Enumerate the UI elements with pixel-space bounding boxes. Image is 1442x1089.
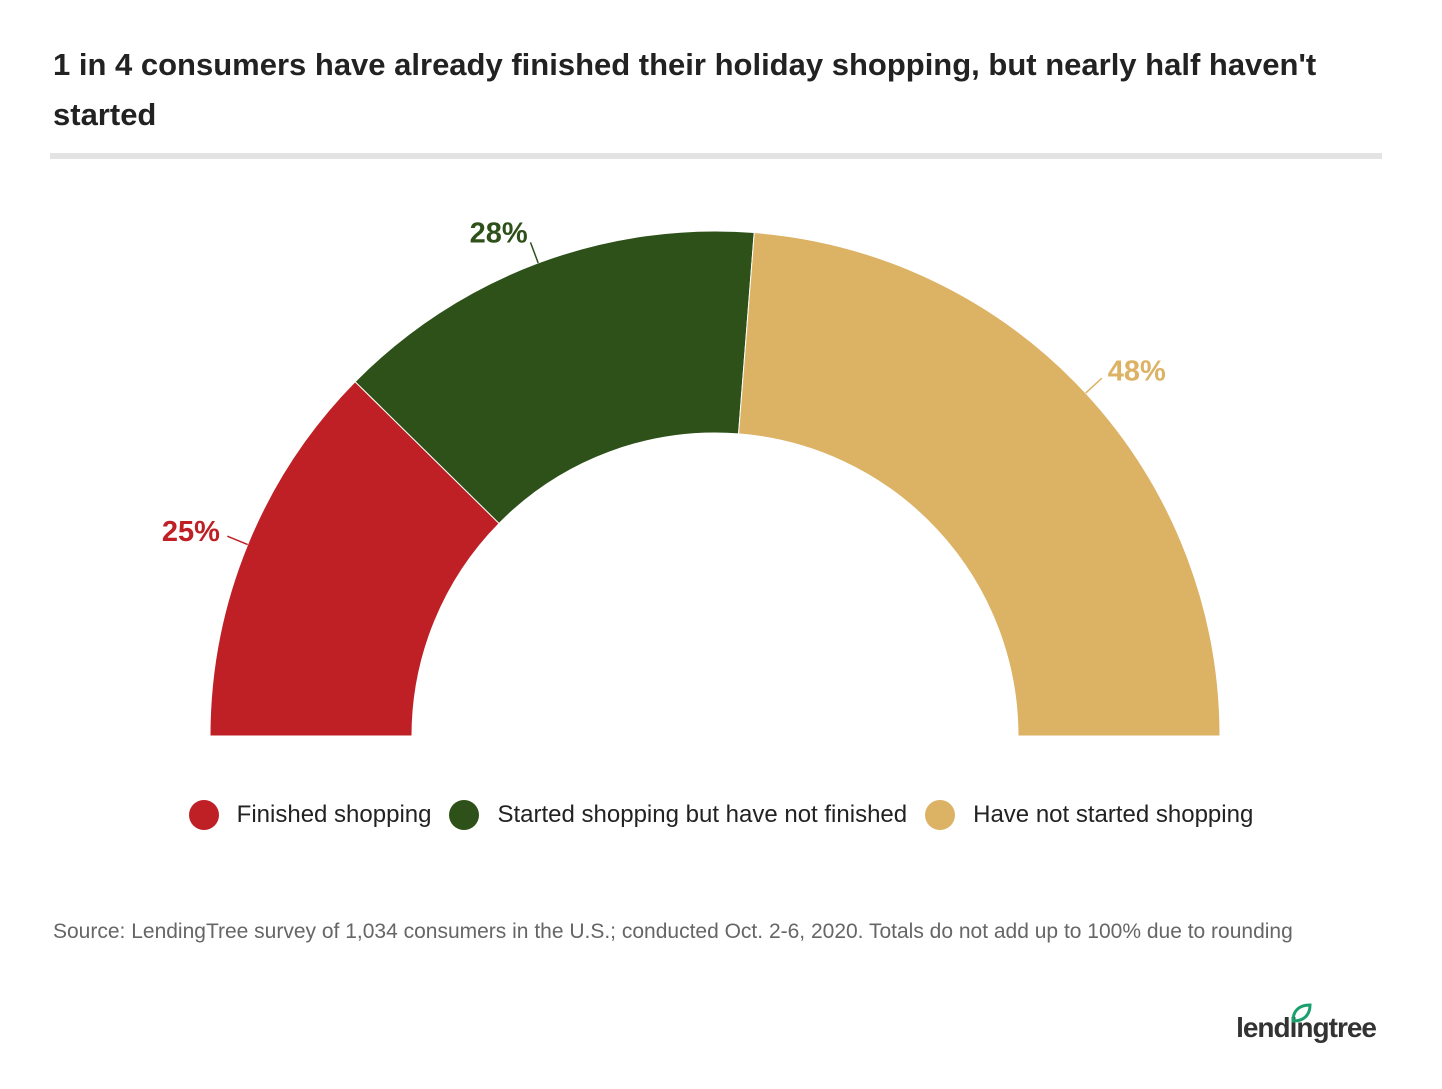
data-label: 25%	[162, 516, 220, 548]
slice	[354, 230, 755, 525]
source-note: Source: LendingTree survey of 1,034 cons…	[53, 920, 1293, 943]
legend-label: Finished shopping	[236, 801, 432, 828]
chart-title: 1 in 4 consumers have already finished t…	[53, 47, 1317, 132]
logo-leaf	[1291, 1003, 1312, 1023]
legend-item: Started shopping but have not finished	[449, 800, 907, 830]
legend: Finished shopping Started shopping but ha…	[0, 800, 1442, 830]
chart: 25% 28% 48%	[162, 218, 1221, 737]
leader-line	[529, 242, 539, 264]
legend-label: Have not started shopping	[973, 801, 1254, 828]
legend-swatch	[449, 800, 480, 830]
logo: lendingtree	[1236, 1003, 1377, 1044]
leader-line	[227, 535, 248, 546]
legend-item: Finished shopping	[188, 800, 432, 830]
leader-line	[1085, 377, 1103, 394]
legend-item: Have not started shopping	[925, 800, 1253, 830]
data-label: 48%	[1108, 355, 1166, 387]
data-label: 28%	[470, 218, 528, 250]
divider	[50, 153, 1382, 159]
legend-swatch	[188, 800, 219, 830]
legend-swatch	[925, 800, 956, 830]
slice	[738, 231, 1221, 737]
legend-label: Started shopping but have not finished	[497, 801, 908, 828]
